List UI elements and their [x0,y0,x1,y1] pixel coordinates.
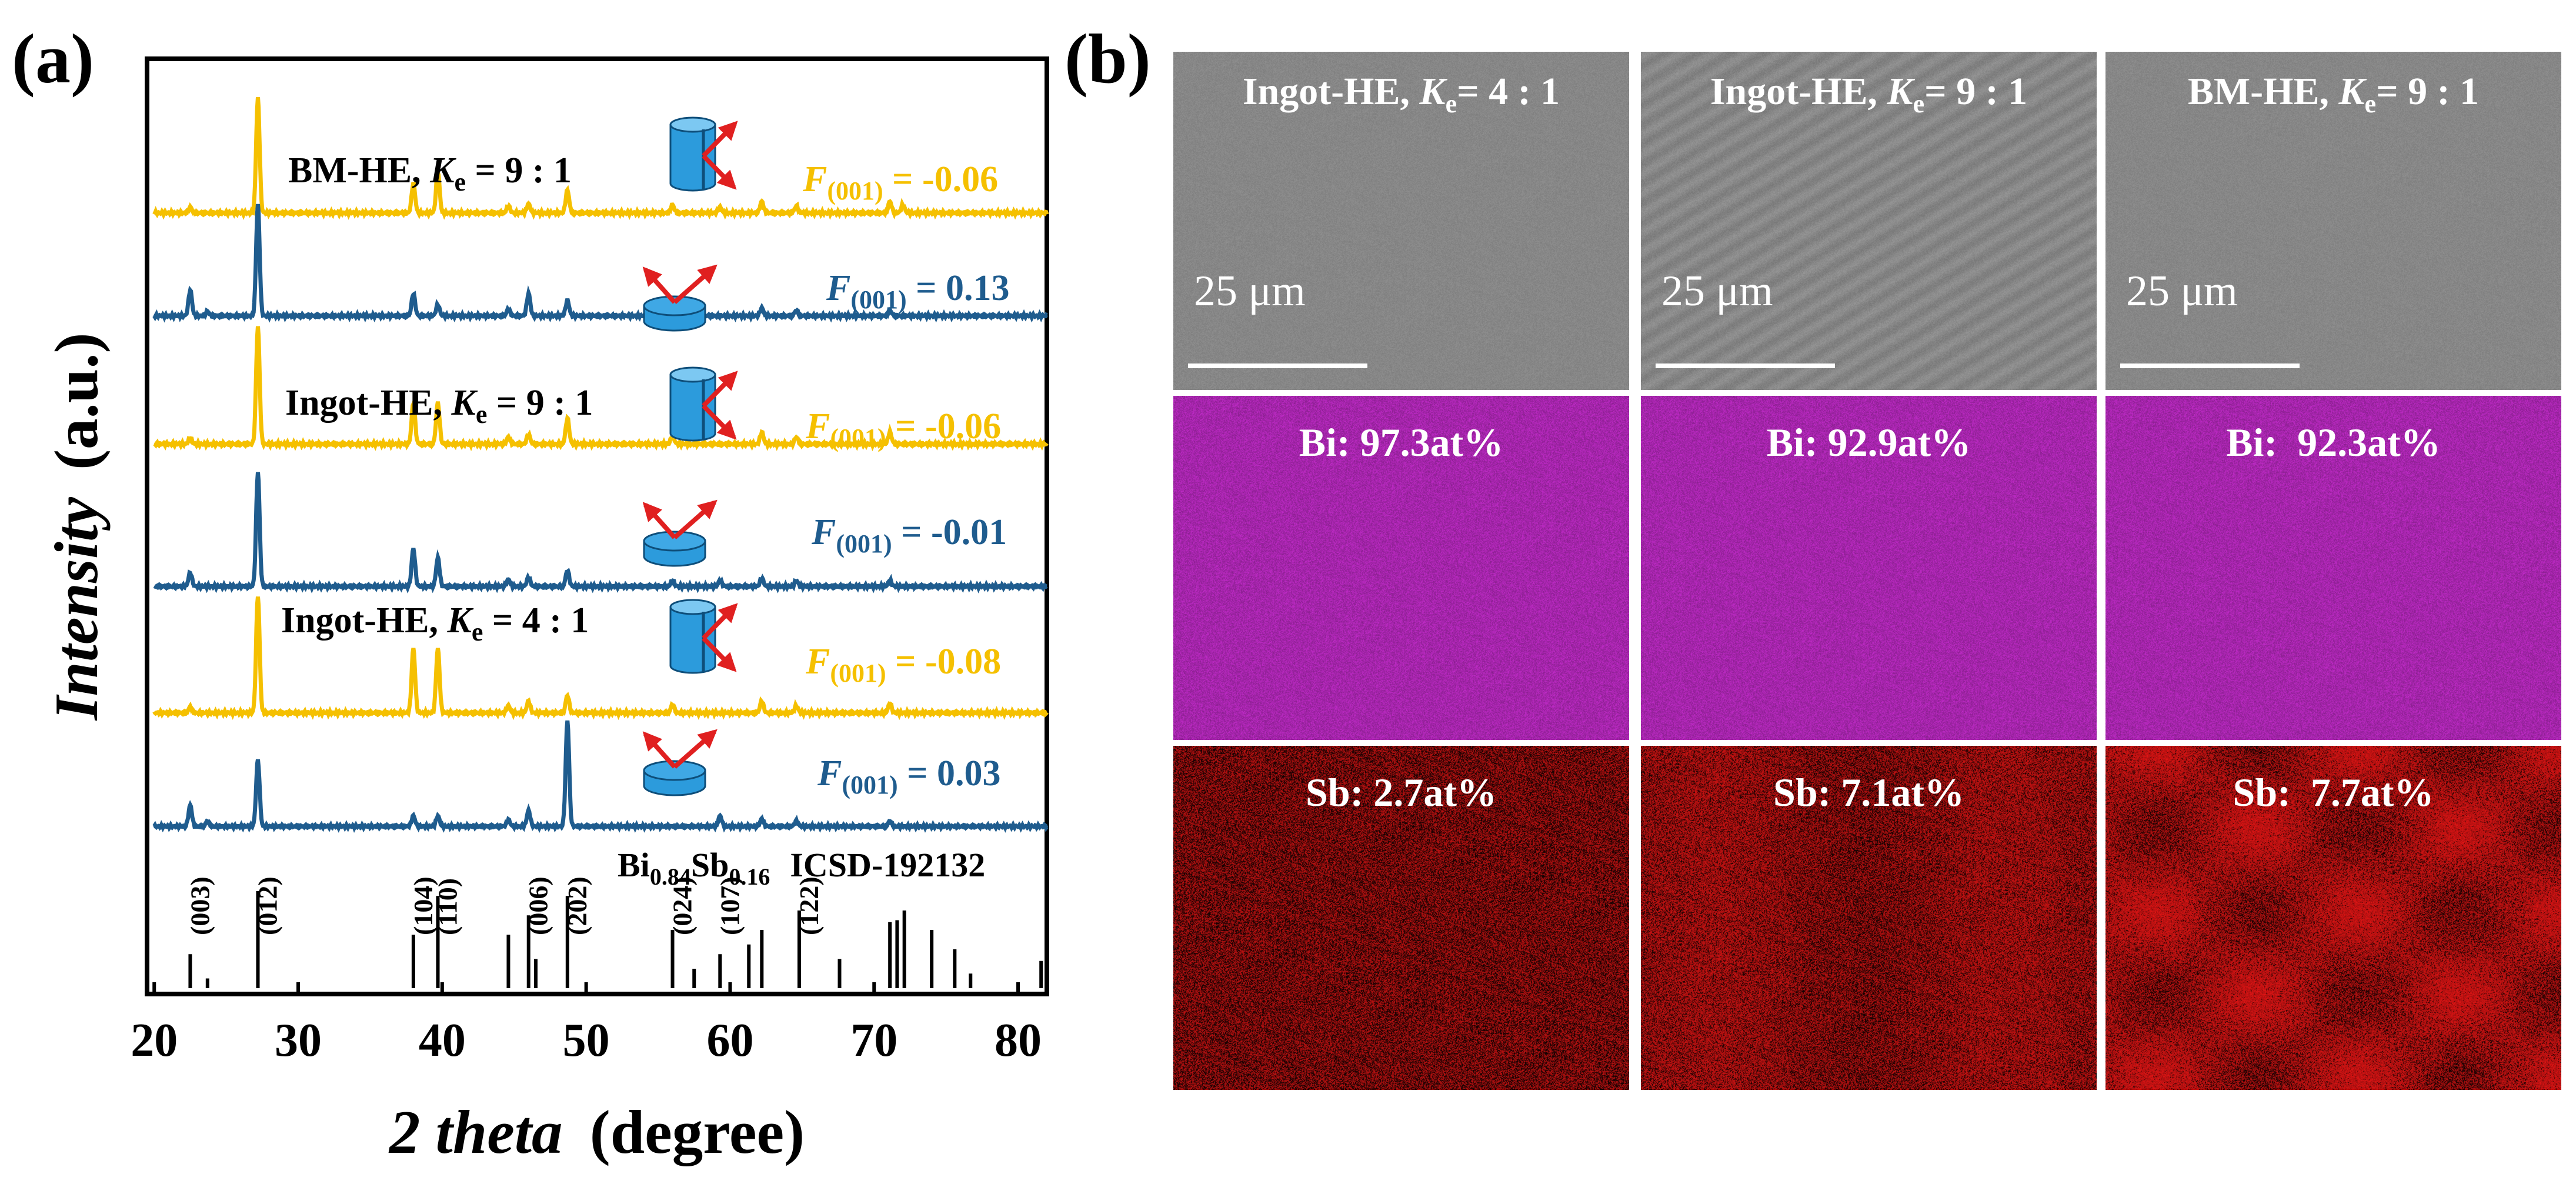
x-tick-label: 20 [131,1015,178,1066]
y-axis-label-unit: (a.u.) [42,333,111,470]
x-axis-ticks: 20 30 40 50 60 70 80 [131,982,1042,1066]
sb-composition-label: Sb: 7.1at% [1773,770,1964,815]
sem-image: Ingot-HE, Ke= 9 : 1 25 μm [1641,52,2097,390]
f-factor-3: F(001) = -0.06 [805,406,1001,452]
x-tick-label: 60 [706,1015,753,1066]
xrd-plot-frame [145,56,1049,996]
sb-eds-map: Sb: 2.7at% [1173,746,1629,1090]
hkl-label: (107) [715,876,745,935]
sb-composition-label: Sb: 2.7at% [1306,770,1497,815]
hkl-label: (202) [562,876,592,935]
orientation-factors: F(001) = -0.06 F(001) = 0.13 F(001) = -0… [802,159,1010,799]
x-tick-label: 80 [995,1015,1042,1066]
disc-orientation-icon [644,267,715,331]
sem-image-title: Ingot-HE, Ke= 4 : 1 [1173,69,1629,119]
f-factor-5: F(001) = -0.08 [805,642,1001,688]
bi-composition-label: Bi: 92.3at% [2226,420,2441,465]
xrd-trace-1 [152,96,1049,220]
sample-label-bm-he-9-1: BM-HE, Ke = 9 : 1 [288,151,572,196]
cylinder-orientation-icon [670,600,735,673]
hkl-label: (110) [432,878,462,935]
scale-bar [2120,363,2300,368]
sem-image: Ingot-HE, Ke= 4 : 1 25 μm [1173,52,1629,390]
scale-bar [1656,363,1835,368]
sb-eds-map: Sb: 7.1at% [1641,746,2097,1090]
disc-orientation-icon [644,732,715,795]
title-k: K [1419,70,1446,113]
hkl-labels: (003) (012) (104)(110) (006) (202) (024) (107)… [185,876,824,935]
cylinder-orientation-icon [670,118,735,191]
panel-a-label: (a) [12,19,94,98]
scale-bar [1188,363,1367,368]
disc-orientation-icon [644,502,715,566]
bi-composition-label: Bi: 92.9at% [1766,420,1971,465]
x-tick-label: 40 [419,1015,466,1066]
hkl-label: (122) [794,876,824,935]
bi-eds-map: Bi: 92.3at% [2105,396,2561,740]
hkl-label: (012) [252,876,282,935]
xrd-traces [152,96,1049,833]
title-k-sub: e [1913,89,1925,119]
sem-image-title: BM-HE, Ke= 9 : 1 [2105,69,2561,119]
sb-composition-label: Sb: 7.7at% [2233,770,2434,815]
reference-label: Bi0.84Sb0.16 ICSD-192132 [618,846,985,890]
title-k: K [2338,70,2365,113]
title-prefix: BM-HE, [2187,70,2339,113]
hkl-label: (024) [668,876,698,935]
scale-bar-label: 25 μm [2126,267,2238,315]
hkl-label: (104) [408,876,438,935]
x-axis-label-main: 2 theta [388,1098,563,1166]
xrd-trace-6 [152,720,1049,833]
sample-label-ingot-he-9-1: Ingot-HE, Ke = 9 : 1 [285,383,593,429]
x-axis-label: 2 theta (degree) [388,1098,805,1166]
bi-composition-label: Bi: 97.3at% [1299,420,1504,465]
title-ratio: = 9 : 1 [1924,70,2028,113]
bi-eds-map: Bi: 92.9at% [1641,396,2097,740]
f-factor-4: F(001) = -0.01 [811,512,1007,558]
hkl-label: (003) [185,876,215,935]
sb-eds-map: Sb: 7.7at% [2105,746,2561,1090]
sample-label-ingot-he-4-1: Ingot-HE, Ke = 4 : 1 [281,601,589,646]
reference-sticks [188,891,1043,988]
y-axis-label-main: Intensity [42,497,111,722]
x-tick-label: 50 [563,1015,610,1066]
f-factor-2: F(001) = 0.13 [826,268,1010,314]
title-prefix: Ingot-HE, [1242,70,1420,113]
sem-image-title: Ingot-HE, Ke= 9 : 1 [1641,69,2097,119]
f-factor-1: F(001) = -0.06 [802,159,998,205]
bi-eds-map: Bi: 97.3at% [1173,396,1629,740]
title-prefix: Ingot-HE, [1710,70,1887,113]
hkl-label: (006) [523,876,553,935]
xrd-trace-4 [153,472,1048,594]
f-factor-6: F(001) = 0.03 [817,753,1001,799]
scale-bar-label: 25 μm [1661,267,1773,315]
scale-bar-label: 25 μm [1194,267,1306,315]
title-ratio: = 9 : 1 [2376,70,2480,113]
panel-b-label: (b) [1065,19,1151,98]
y-axis-label: Intensity (a.u.) [42,333,111,722]
xrd-trace-2 [152,204,1048,323]
title-k: K [1887,70,1913,113]
xrd-trace-5 [152,596,1049,721]
title-k-sub: e [1445,89,1457,119]
cylinder-orientation-icon [670,368,735,441]
title-k-sub: e [2364,89,2377,119]
xrd-trace-3 [153,326,1049,452]
title-ratio: = 4 : 1 [1457,70,1560,113]
x-tick-label: 70 [850,1015,897,1066]
x-tick-label: 30 [275,1015,322,1066]
sem-image: BM-HE, Ke= 9 : 1 25 μm [2105,52,2561,390]
x-axis-label-unit: (degree) [590,1098,805,1166]
